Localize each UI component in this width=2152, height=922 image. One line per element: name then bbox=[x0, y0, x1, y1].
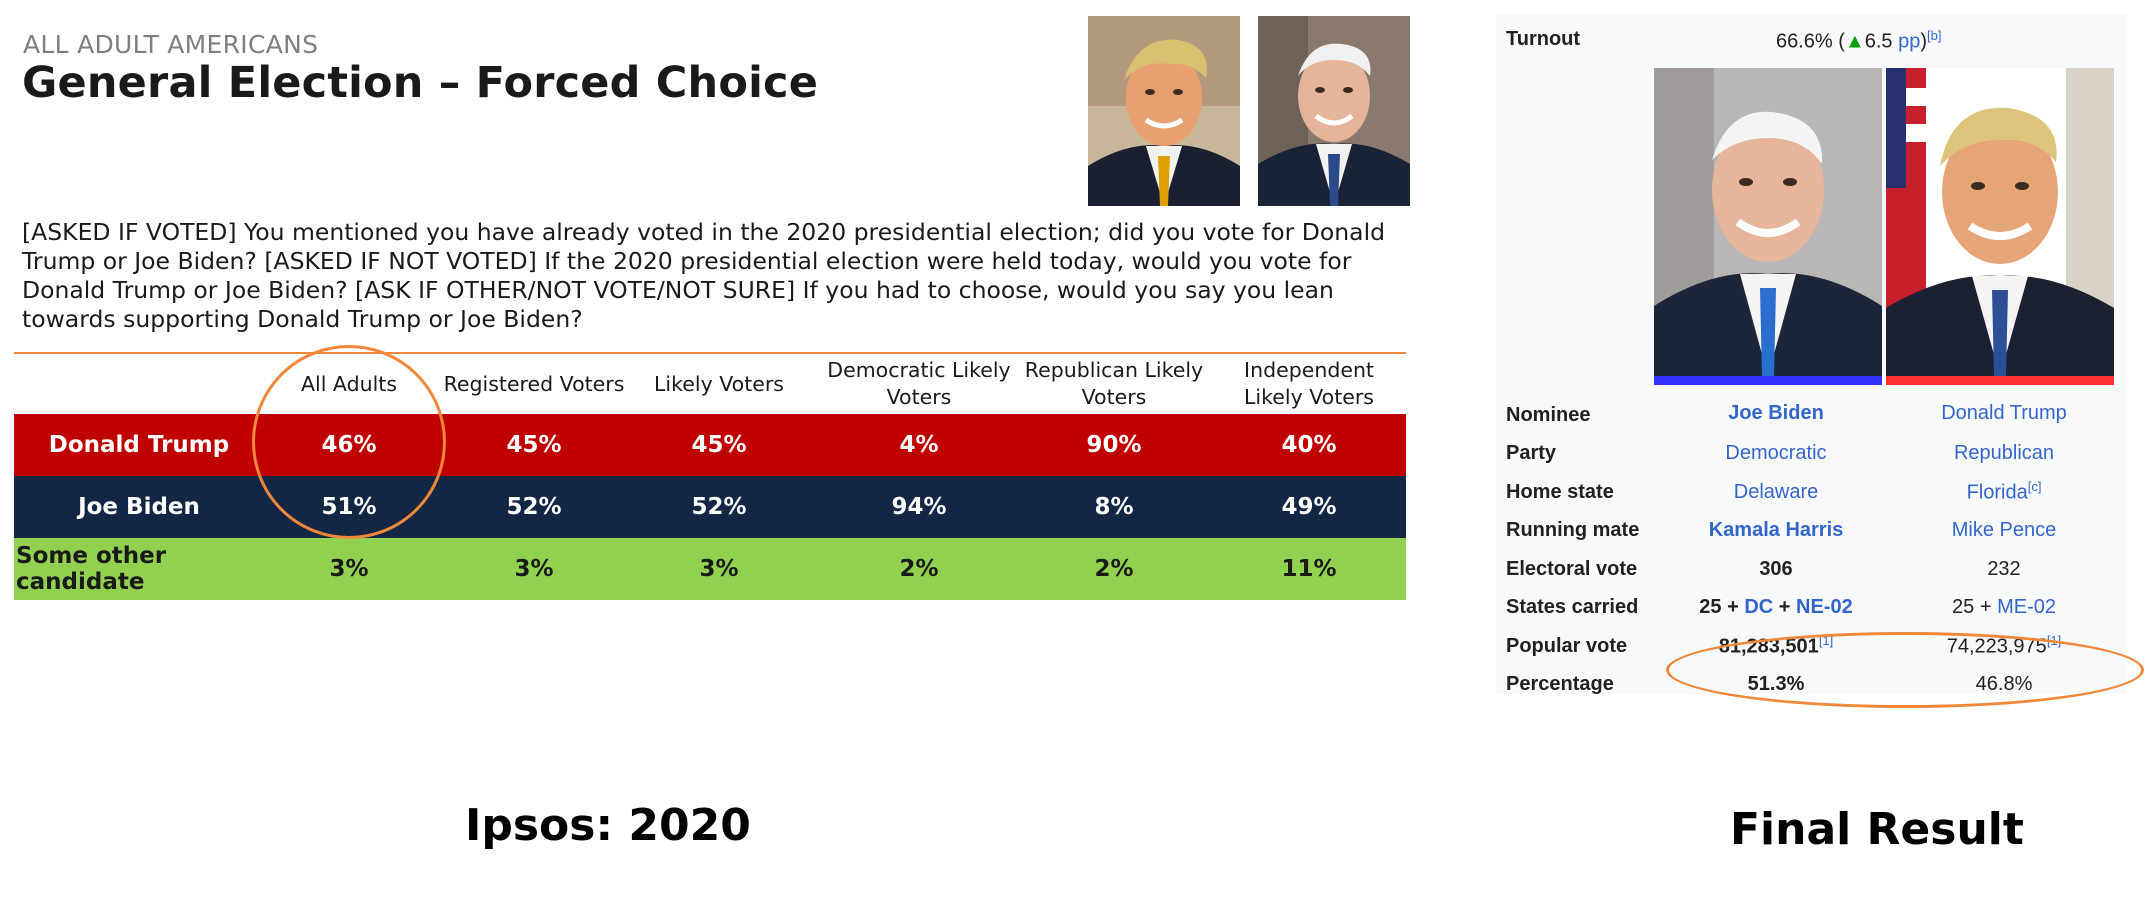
col-header-republican-likely-voters: Republican Likely Voters bbox=[1024, 358, 1204, 409]
ipsos-panel: ALL ADULT AMERICANS General Election – F… bbox=[14, 16, 1410, 851]
home-state-note-link[interactable]: [c] bbox=[2027, 479, 2042, 494]
table-row-biden: Joe Biden 51% 52% 52% 94% 8% 49% bbox=[14, 476, 1406, 538]
turnout-note-link[interactable]: [b] bbox=[1927, 28, 1942, 43]
running-mate-label: Running mate bbox=[1506, 519, 1640, 541]
table-cell: 90% bbox=[1086, 432, 1142, 458]
nominee-trump-link[interactable]: Donald Trump bbox=[1941, 402, 2067, 424]
party-color-bar-democratic bbox=[1654, 376, 1882, 385]
nominee-label: Nominee bbox=[1506, 404, 1591, 426]
portrait-biden-small bbox=[1258, 16, 1410, 206]
row-label: Some other candidate bbox=[16, 543, 167, 595]
portrait-trump-large[interactable] bbox=[1886, 68, 2114, 376]
home-state-florida: Florida[c] bbox=[1890, 479, 2118, 505]
electoral-vote-label: Electoral vote bbox=[1506, 558, 1638, 580]
col-header-independent-likely-voters: Independent Likely Voters bbox=[1244, 358, 1374, 409]
turnout-pp-link[interactable]: pp bbox=[1898, 30, 1921, 53]
home-state-florida-link[interactable]: Florida bbox=[1966, 481, 2028, 504]
table-row-trump: Donald Trump 46% 45% 45% 4% 90% 40% bbox=[14, 414, 1406, 476]
turnout-change: 6.5 bbox=[1864, 30, 1893, 53]
nominee-biden-link[interactable]: Joe Biden bbox=[1728, 402, 1824, 424]
electoral-vote-biden: 306 bbox=[1759, 558, 1793, 580]
caption-final-result: Final Result bbox=[1730, 804, 2024, 855]
survey-question: [ASKED IF VOTED] You mentioned you have … bbox=[22, 218, 1386, 333]
table-cell: 49% bbox=[1281, 494, 1337, 520]
wiki-infobox: Turnout 66.6% (▲6.5 pp)[b] bbox=[1496, 14, 2126, 695]
dc-link[interactable]: DC bbox=[1744, 596, 1774, 618]
running-mate-harris-link[interactable]: Kamala Harris bbox=[1708, 519, 1844, 541]
turnout-percent: 66.6% ( bbox=[1776, 30, 1845, 53]
party-color-bar-republican bbox=[1886, 376, 2114, 385]
table-cell: 3% bbox=[699, 556, 739, 582]
table-cell: 45% bbox=[506, 432, 562, 458]
table-cell: 3% bbox=[329, 556, 369, 582]
table-cell: 45% bbox=[691, 432, 747, 458]
table-cell: 2% bbox=[899, 556, 939, 582]
caption-ipsos: Ipsos: 2020 bbox=[465, 800, 751, 851]
col-header-registered-voters: Registered Voters bbox=[443, 371, 625, 396]
states-count: 25 + bbox=[1699, 596, 1745, 618]
header-divider bbox=[14, 352, 1406, 354]
poll-table: All Adults Registered Voters Likely Vote… bbox=[14, 354, 1406, 600]
turnout-close: ) bbox=[1920, 30, 1928, 53]
states-count: 25 + bbox=[1952, 596, 1998, 618]
electoral-vote-trump: 232 bbox=[1987, 558, 2021, 580]
table-cell: 52% bbox=[506, 494, 562, 520]
running-mate-pence-link[interactable]: Mike Pence bbox=[1951, 519, 2057, 541]
col-header-likely-voters: Likely Voters bbox=[654, 371, 784, 396]
turnout-value: 66.6% (▲6.5 pp)[b] bbox=[1776, 28, 1942, 54]
home-state-label: Home state bbox=[1506, 481, 1614, 503]
turnout-label: Turnout bbox=[1506, 28, 1581, 50]
table-cell: 3% bbox=[514, 556, 554, 582]
percentage-label: Percentage bbox=[1506, 673, 1614, 695]
table-cell: 11% bbox=[1281, 556, 1337, 582]
table-cell: 8% bbox=[1094, 494, 1134, 520]
table-cell: 40% bbox=[1281, 432, 1337, 458]
party-label: Party bbox=[1506, 442, 1557, 464]
states-carried-label: States carried bbox=[1506, 596, 1639, 618]
col-header-democratic-likely-voters: Democratic Likely Voters bbox=[827, 358, 1011, 409]
home-state-delaware-link[interactable]: Delaware bbox=[1733, 481, 1819, 503]
poll-table-header: All Adults Registered Voters Likely Vote… bbox=[14, 354, 1406, 414]
ne02-link[interactable]: NE-02 bbox=[1796, 596, 1853, 618]
table-cell: 4% bbox=[899, 432, 939, 458]
slide-subtitle: ALL ADULT AMERICANS bbox=[23, 30, 319, 59]
green-up-triangle-icon: ▲ bbox=[1844, 30, 1865, 53]
table-cell: 94% bbox=[891, 494, 947, 520]
highlight-circle-all-adults bbox=[252, 345, 446, 539]
highlight-circle-percentage bbox=[1666, 632, 2144, 708]
popular-vote-label: Popular vote bbox=[1506, 635, 1628, 657]
me02-link[interactable]: ME-02 bbox=[1997, 596, 2056, 618]
states-carried-biden: 25 + DC + NE-02 bbox=[1662, 596, 1890, 619]
table-cell: 2% bbox=[1094, 556, 1134, 582]
table-cell: 52% bbox=[691, 494, 747, 520]
row-label: Donald Trump bbox=[48, 432, 230, 458]
states-carried-trump: 25 + ME-02 bbox=[1890, 596, 2118, 619]
plus-sign: + bbox=[1773, 596, 1797, 618]
table-row-other: Some other candidate 3% 3% 3% 2% 2% 11% bbox=[14, 538, 1406, 600]
party-democratic-link[interactable]: Democratic bbox=[1725, 442, 1827, 464]
portrait-trump-small bbox=[1088, 16, 1240, 206]
slide-title: General Election – Forced Choice bbox=[22, 58, 819, 108]
party-republican-link[interactable]: Republican bbox=[1953, 442, 2055, 464]
row-label: Joe Biden bbox=[78, 494, 200, 520]
portrait-biden-large[interactable] bbox=[1654, 68, 1882, 376]
